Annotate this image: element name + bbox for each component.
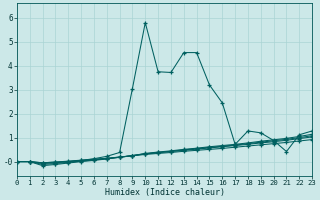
X-axis label: Humidex (Indice chaleur): Humidex (Indice chaleur) bbox=[105, 188, 225, 197]
